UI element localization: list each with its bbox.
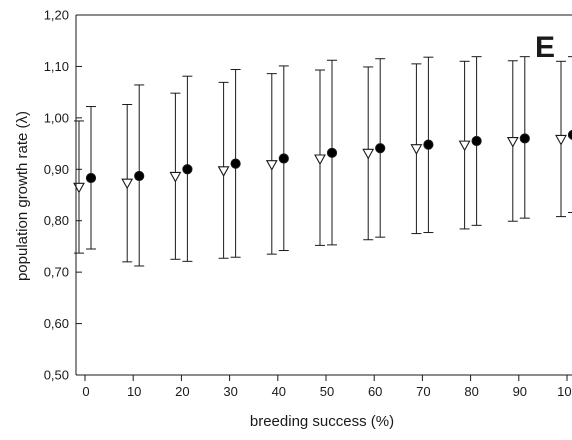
- data-point-filled-circle: [375, 143, 386, 154]
- data-point-filled-circle: [519, 133, 530, 144]
- x-tick-label: 20: [175, 384, 189, 399]
- y-tick-label: 1,20: [44, 8, 69, 23]
- data-point-filled-circle: [134, 170, 145, 182]
- x-tick-label: 10: [127, 384, 141, 399]
- x-tick-label: 50: [320, 384, 334, 399]
- error-bars-layer: [74, 56, 572, 267]
- y-tick-label: 0,70: [44, 265, 69, 280]
- x-tick-label: 60: [368, 384, 382, 399]
- data-point-open-triangle: [458, 140, 471, 152]
- y-axis-title: population growth rate (λ): [14, 111, 31, 281]
- axes-layer: 0,50 0,60 0,70 0,80 0,90 1,00 1,10 1,20 0 10 20 30 4…: [44, 8, 572, 399]
- data-point-open-triangle: [265, 160, 278, 171]
- data-point-filled-circle: [326, 147, 338, 158]
- x-axis-title: breeding success (%): [250, 413, 394, 430]
- data-point-open-triangle: [121, 178, 134, 190]
- x-tick-label: 100: [557, 384, 572, 399]
- y-tick-label: 1,00: [44, 110, 69, 125]
- x-tick-label: 40: [272, 384, 286, 399]
- data-point-open-triangle: [314, 154, 326, 166]
- y-tick-label: 0,80: [44, 213, 69, 228]
- panel-letter-label: E: [535, 31, 555, 64]
- markers-layer: [73, 129, 572, 194]
- x-tick-label: 30: [223, 384, 237, 399]
- data-point-filled-circle: [278, 153, 289, 164]
- data-point-open-triangle: [217, 166, 230, 177]
- data-point-filled-circle: [567, 129, 572, 140]
- data-point-open-triangle: [410, 144, 423, 155]
- x-tick-label: 90: [513, 384, 527, 399]
- data-point-filled-circle: [423, 139, 434, 150]
- data-point-filled-circle: [85, 172, 97, 184]
- data-point-filled-circle: [182, 164, 193, 175]
- data-point-filled-circle: [471, 135, 482, 147]
- data-point-open-triangle: [169, 171, 182, 183]
- y-tick-label: 0,50: [44, 368, 69, 383]
- x-tick-label: 0: [82, 384, 89, 399]
- data-point-open-triangle: [555, 134, 567, 146]
- data-point-open-triangle: [362, 148, 375, 160]
- y-tick-label: 0,60: [44, 316, 69, 331]
- y-tick-label: 1,10: [44, 59, 69, 74]
- data-point-open-triangle: [506, 136, 519, 148]
- x-tick-label: 80: [464, 384, 478, 399]
- data-point-filled-circle: [230, 158, 241, 169]
- y-tick-label: 0,90: [44, 162, 69, 177]
- x-tick-label: 70: [416, 384, 430, 399]
